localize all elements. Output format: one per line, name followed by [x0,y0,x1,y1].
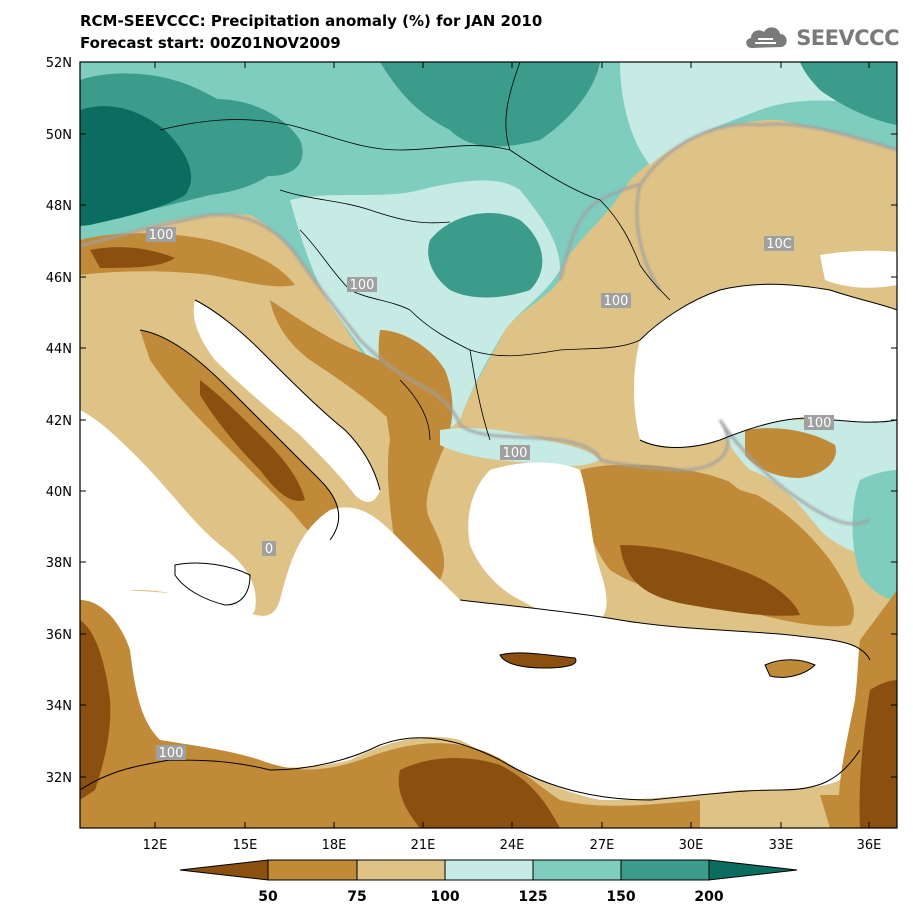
lon-label: 24E [500,838,525,853]
lat-label: 44N [46,342,72,357]
brand-name: SEEVCCC [796,26,899,50]
contour-label: 100 [807,416,832,431]
legend-bin [620,859,710,881]
region-turkey-dark [620,545,800,616]
lat-label: 36N [46,628,72,643]
lat-label: 46N [46,271,72,286]
legend-tick: 150 [606,889,635,905]
region-wet-core-hungary [428,212,543,298]
region-alps-brown [80,233,295,287]
lon-axis [154,62,870,828]
contour-label: 10C [766,237,792,252]
lat-label: 38N [46,556,72,571]
region-wet-core-west-deep [80,106,192,226]
lat-label: 42N [46,414,72,429]
lat-label: 34N [46,699,72,714]
legend-tick: 125 [518,889,547,905]
lon-label: 27E [590,838,615,853]
island-crete [500,652,576,668]
legend-bin [267,859,358,881]
sea-azov [820,250,897,288]
legend-tick: 50 [258,889,278,905]
map-title: RCM-SEEVCCC: Precipitation anomaly (%) f… [80,12,543,30]
lon-label: 21E [411,838,436,853]
lon-label: 18E [322,838,347,853]
sea-ionian [80,507,870,800]
sea-mediterranean [80,410,256,622]
region-cyrenaica-dark [398,758,560,828]
country-borders [159,62,671,441]
map-title-block: RCM-SEEVCCC: Precipitation anomaly (%) f… [80,10,542,54]
legend-bin [532,859,622,881]
lat-labels: 52N 50N 48N 46N 44N 42N 40N 38N 36N 34N … [46,56,72,786]
lat-label: 48N [46,199,72,214]
lon-label: 12E [143,838,168,853]
lat-label: 52N [46,56,72,71]
contour-label: 100 [350,278,375,293]
plot-frame [79,61,898,829]
region-ne-dry [636,124,897,290]
region-anatolia-brown [745,428,836,478]
lon-label: 33E [769,838,794,853]
region-alps-dark [90,247,175,268]
sea-aegean [468,462,607,625]
lat-label: 32N [46,771,72,786]
legend-tick: 75 [347,889,366,905]
lat-label: 50N [46,128,72,143]
contour-labels: 100 100 100 100 100 100 10C 0 [146,227,834,761]
lon-label: 30E [679,838,704,853]
contour-label: 100 [159,746,184,761]
region-italy-dark [200,380,305,501]
legend-bin [179,859,269,881]
legend-bin [444,859,534,881]
legend-tick: 200 [694,889,723,905]
lon-label: 15E [233,838,258,853]
legend-bin [708,859,798,881]
region-egypt-tan [700,791,830,828]
lat-axis [80,61,897,778]
region-wet-core-poland [200,99,303,176]
cloud-logo-icon [746,27,787,48]
region-levant-teal [852,470,897,600]
forecast-start: Forecast start: 00Z01NOV2009 [80,34,341,52]
contour-label: 0 [265,542,273,557]
lat-label: 40N [46,485,72,500]
coastlines [80,283,897,801]
region-wet-ne [800,62,897,125]
contour-100-lines [80,122,897,526]
legend-tick: 100 [430,889,459,905]
lon-label: 36E [857,838,882,853]
legend-bin [356,859,446,881]
sea-black [634,284,897,448]
brand-logo: SEEVCCC [742,22,899,54]
region-libya-dark [80,620,111,800]
anomaly-field [80,62,897,828]
contour-label: 100 [149,228,174,243]
region-levant-dark [859,680,897,828]
region-libya-dry [80,600,897,828]
contour-label: 100 [604,294,629,309]
sea-adriatic [193,300,380,502]
region-wet-core-north [380,62,600,147]
contour-label: 100 [503,446,528,461]
lon-labels: 12E 15E 18E 21E 24E 27E 30E 33E 36E [143,838,882,853]
legend: 50 75 100 125 150 200 [179,859,798,905]
